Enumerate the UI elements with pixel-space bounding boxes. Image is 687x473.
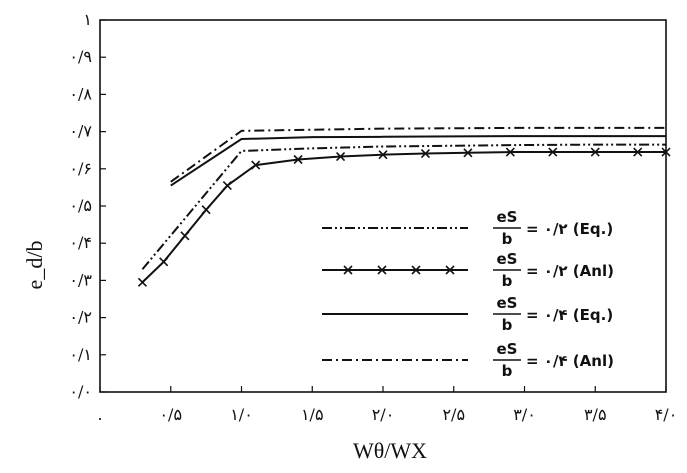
- data-point-marker: [505, 147, 515, 157]
- legend-label: = ۰/۲ (Anl): [526, 262, 614, 280]
- series-line: [141, 151, 666, 283]
- legend-marker: [445, 265, 455, 275]
- legend-fraction-top: eS: [497, 250, 518, 268]
- plot-frame-layer: [99, 19, 667, 393]
- data-point-marker: [463, 148, 473, 158]
- y-tick-label: ۰/۹: [69, 47, 92, 66]
- x-tick-label: ۰/۵: [159, 405, 182, 424]
- series-layer: [137, 126, 671, 287]
- data-point-marker: [159, 257, 169, 267]
- series-line: [170, 126, 666, 183]
- y-tick-label: ۰/۳: [69, 270, 92, 289]
- legend-fraction-bottom: b: [502, 316, 513, 334]
- legend-layer: eS b = ۰/۲ (Eq.) eS b = ۰/۲ (Anl) eS b = ۰/۴ (Eq…: [322, 208, 614, 380]
- data-point-marker: [548, 147, 558, 157]
- plot-area-frame: [99, 19, 667, 393]
- legend-fraction-top: eS: [497, 208, 518, 226]
- series-group: [137, 147, 671, 287]
- legend-marker: [411, 265, 421, 275]
- legend-label: = ۰/۴ (Eq.): [526, 306, 613, 324]
- y-tick-label: ۰/۷: [69, 122, 92, 141]
- series-group: [141, 143, 666, 270]
- ticks-layer: . ۰/۵ ۱/۰ ۱/۵ ۲/۰ ۲/۵ ۳/۰ ۳/۵ ۴/۰ ۰/۰ ۰/۱ ۰/۲ ۰/۳ ۰/۴…: [69, 10, 677, 424]
- x-tick-label: ۲/۰: [372, 405, 395, 424]
- legend-fraction-bottom: b: [502, 230, 513, 248]
- y-tick-label: ۰/۴: [69, 233, 92, 252]
- y-tick-label: ۰/۵: [69, 196, 92, 215]
- legend-marker: [377, 265, 387, 275]
- series-line: [170, 135, 666, 187]
- x-tick-label: ۴/۰: [655, 405, 678, 424]
- x-tick-label: .: [97, 405, 102, 424]
- legend-label: = ۰/۴ (Anl): [526, 352, 614, 370]
- y-tick-label: ۰/۱: [69, 345, 92, 364]
- x-tick-label: ۳/۵: [584, 405, 607, 424]
- data-point-marker: [137, 277, 148, 287]
- y-axis-label: e_d/b: [22, 241, 47, 290]
- data-point-marker: [251, 160, 261, 170]
- legend-label: = ۰/۲ (Eq.): [526, 220, 613, 238]
- legend-fraction-top: eS: [497, 294, 518, 312]
- legend-marker: [343, 265, 353, 275]
- x-tick-label: ۱/۰: [230, 405, 253, 424]
- legend-fraction-bottom: b: [502, 362, 513, 380]
- legend-fraction-bottom: b: [502, 272, 513, 290]
- data-point-marker: [222, 180, 232, 191]
- y-tick-label: ۰/۶: [69, 159, 92, 178]
- y-tick-label: ۰/۰: [69, 382, 92, 401]
- x-tick-label: ۲/۵: [442, 405, 465, 424]
- x-axis-label: Wθ/WX: [353, 438, 427, 463]
- y-tick-label: ۰/۲: [69, 308, 92, 327]
- y-tick-label: ۱: [83, 10, 92, 29]
- data-point-marker: [590, 147, 600, 157]
- x-tick-label: ۳/۰: [513, 405, 536, 424]
- data-point-marker: [378, 150, 388, 160]
- x-tick-label: ۱/۵: [301, 405, 324, 424]
- data-point-marker: [201, 205, 211, 215]
- legend-fraction-top: eS: [497, 340, 518, 358]
- series-line: [141, 143, 666, 270]
- data-point-marker: [420, 148, 431, 159]
- y-tick-label: ۰/۸: [69, 84, 92, 103]
- data-point-marker: [661, 147, 671, 157]
- data-point-marker: [180, 231, 190, 241]
- data-point-marker: [293, 154, 303, 165]
- data-point-marker: [335, 151, 346, 162]
- data-point-marker: [633, 147, 643, 157]
- series-group: [170, 126, 666, 183]
- series-group: [170, 135, 666, 187]
